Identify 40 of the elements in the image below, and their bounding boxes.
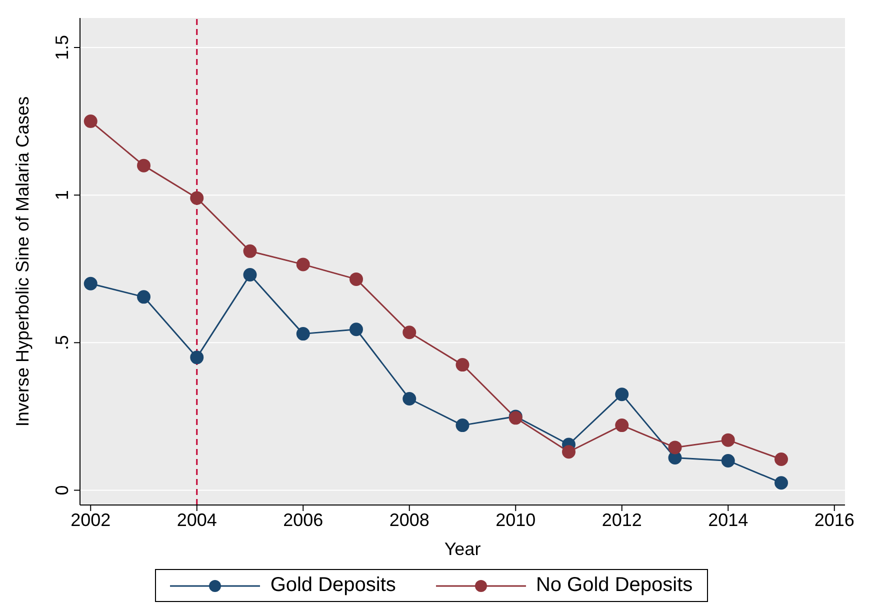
point: [243, 268, 257, 282]
point: [456, 418, 470, 432]
legend-label: No Gold Deposits: [536, 574, 693, 597]
point: [243, 244, 257, 258]
x-tick-label: 2002: [70, 510, 111, 530]
x-tick-label: 2010: [496, 510, 536, 530]
x-tick-label: 2004: [176, 510, 217, 530]
legend-label: Gold Deposits: [270, 574, 396, 597]
point: [402, 326, 416, 340]
point: [84, 276, 98, 290]
point: [774, 476, 788, 490]
point: [615, 388, 629, 402]
point: [562, 445, 576, 459]
x-tick-label: 2006: [283, 510, 324, 530]
point: [137, 158, 150, 172]
point: [668, 440, 682, 454]
y-tick-label: 1: [52, 190, 72, 200]
y-tick-label: .5: [52, 335, 72, 350]
point: [721, 454, 735, 468]
point: [456, 358, 470, 372]
point: [350, 322, 363, 336]
point: [296, 258, 310, 272]
x-tick-label: 2012: [602, 510, 642, 530]
y-axis-title: Inverse Hyperbolic Sine of Malaria Cases: [12, 96, 32, 427]
y-tick-label: 0: [52, 485, 72, 496]
point: [350, 272, 363, 286]
point: [190, 350, 204, 364]
point: [137, 290, 150, 304]
y-tick-label: 1.5: [52, 35, 72, 60]
point: [84, 114, 98, 128]
point: [296, 327, 310, 341]
x-axis-title: Year: [444, 539, 481, 559]
x-tick-label: 2008: [389, 510, 430, 530]
point: [402, 392, 416, 406]
point: [721, 433, 735, 447]
point: [615, 418, 629, 432]
point: [190, 191, 204, 205]
point: [774, 452, 788, 466]
x-tick-label: 2014: [708, 510, 748, 530]
x-tick-label: 2016: [814, 510, 854, 530]
